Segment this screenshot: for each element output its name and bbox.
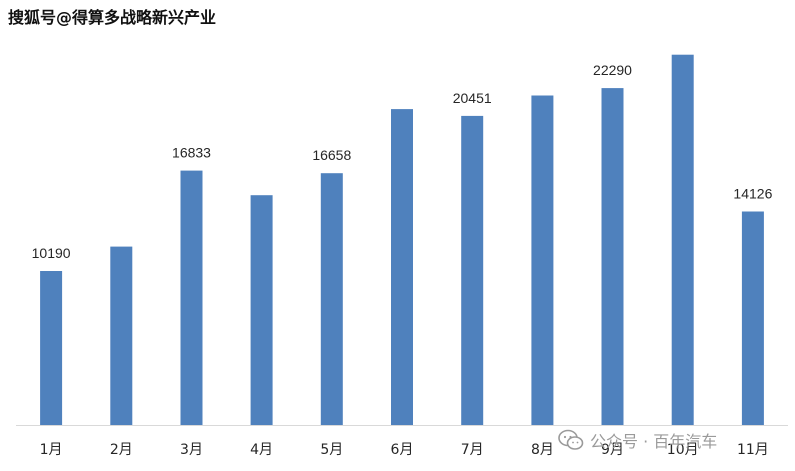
watermark-top: 搜狐号@得算多战略新兴产业 [8,8,217,27]
x-tick-label-6: 6月 [391,442,414,458]
x-tick-label-7: 7月 [461,442,484,458]
bar-6 [391,109,413,425]
x-tick-label-8: 8月 [531,442,554,458]
x-tick-label-1: 1月 [40,442,63,458]
bar-10 [671,54,694,425]
bars-group [40,54,764,426]
wechat-icon [558,429,584,450]
bar-2 [110,246,133,425]
bar-5 [320,173,343,425]
watermark-bottom: 公众号 · 百年汽车 [558,428,717,452]
x-tick-label-10: 10月 [667,442,699,458]
data-labels-group: 10190 16833 16658 20451 22290 14126 [32,62,773,261]
x-tick-label-3: 3月 [180,442,203,458]
bar-4 [250,195,273,425]
data-label-11: 14126 [733,186,772,202]
data-label-1: 10190 [32,245,71,261]
data-label-7: 20451 [453,90,492,106]
bar-1 [40,271,63,425]
x-tick-labels-group: 1月 2月 3月 4月 5月 6月 7月 8月 9月 10月 11月 [40,442,769,458]
data-label-9: 22290 [593,62,632,78]
bar-7 [461,115,484,426]
bar-8 [531,95,554,425]
x-tick-label-2: 2月 [110,442,133,458]
x-tick-label-5: 5月 [320,442,343,458]
x-tick-label-9: 9月 [601,442,624,458]
bar-3 [180,170,203,425]
bar-9 [601,88,624,425]
bar-11 [741,211,764,425]
x-tick-label-11: 11月 [737,442,769,458]
data-label-3: 16833 [172,145,211,161]
x-tick-label-4: 4月 [250,442,273,458]
data-label-5: 16658 [312,147,351,163]
watermark-bottom-text: 公众号 · 百年汽车 [590,432,718,451]
